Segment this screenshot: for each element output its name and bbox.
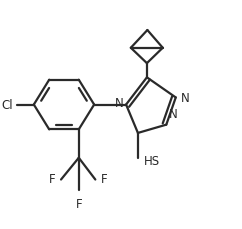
- Text: F: F: [48, 172, 55, 185]
- Text: F: F: [76, 197, 82, 210]
- Text: Cl: Cl: [2, 99, 13, 112]
- Text: F: F: [101, 172, 108, 185]
- Text: N: N: [169, 107, 177, 120]
- Text: N: N: [181, 92, 189, 104]
- Text: HS: HS: [144, 154, 160, 167]
- Text: N: N: [115, 96, 124, 109]
